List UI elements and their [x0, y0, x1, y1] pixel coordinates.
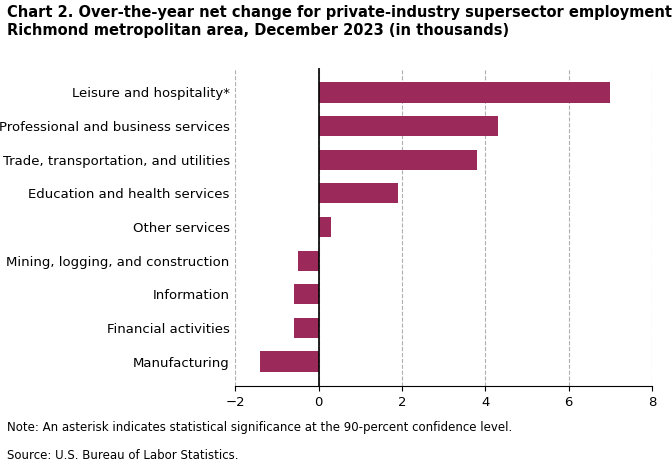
Bar [319, 217, 331, 237]
Bar [294, 318, 319, 338]
Bar [319, 116, 498, 136]
Bar [294, 284, 319, 304]
Bar [319, 150, 477, 170]
Bar [298, 250, 319, 271]
Bar [260, 351, 319, 372]
Bar [319, 183, 398, 204]
Text: Chart 2. Over-the-year net change for private-industry supersector employment in: Chart 2. Over-the-year net change for pr… [7, 5, 672, 38]
Bar [319, 82, 610, 102]
Text: Note: An asterisk indicates statistical significance at the 90-percent confidenc: Note: An asterisk indicates statistical … [7, 421, 512, 434]
Text: Source: U.S. Bureau of Labor Statistics.: Source: U.S. Bureau of Labor Statistics. [7, 449, 238, 462]
